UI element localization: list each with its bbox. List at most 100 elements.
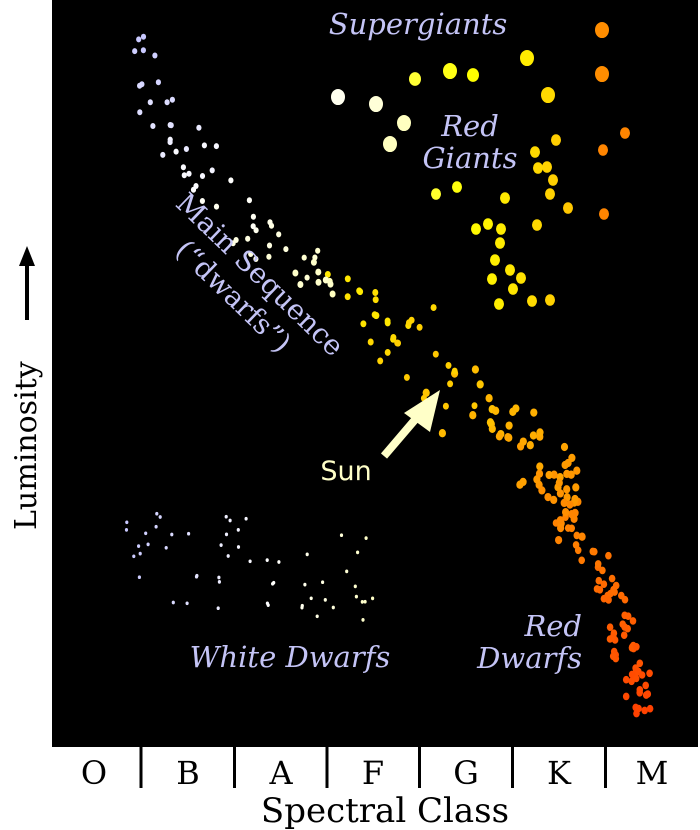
main-sequence-star — [451, 367, 458, 375]
main-sequence-star — [140, 47, 146, 54]
main-sequence-star — [471, 365, 479, 374]
main-sequence-star — [246, 197, 252, 204]
main-sequence-star — [152, 52, 158, 59]
main-sequence-star — [600, 594, 608, 603]
main-sequence-star — [228, 177, 234, 184]
stars-layer — [124, 21, 654, 718]
main-sequence-star — [605, 551, 612, 560]
red-giant-star — [487, 273, 497, 285]
main-sequence-star — [606, 623, 614, 631]
main-sequence-star — [519, 437, 527, 446]
label-red-giants-line1: Red — [440, 109, 499, 143]
main-sequence-star — [209, 167, 215, 174]
main-sequence-star — [571, 508, 579, 518]
main-sequence-star — [384, 348, 391, 356]
main-sequence-star — [536, 428, 544, 437]
supergiant-star — [541, 86, 555, 104]
main-sequence-star — [132, 48, 138, 55]
main-sequence-star — [641, 706, 648, 715]
main-sequence-star — [266, 253, 272, 260]
main-sequence-star — [469, 411, 477, 420]
main-sequence-star — [181, 172, 187, 179]
white-dwarf-star — [125, 520, 129, 525]
white-dwarf-star — [321, 580, 325, 585]
main-sequence-star — [519, 477, 527, 487]
white-dwarf-star — [364, 536, 368, 540]
main-sequence-star — [315, 247, 321, 254]
label-red-dwarfs-line1: Red — [523, 609, 582, 643]
red-giant-star — [533, 162, 543, 174]
white-dwarf-star — [353, 584, 357, 589]
main-sequence-star — [292, 269, 299, 277]
main-sequence-star — [566, 500, 574, 509]
main-sequence-star — [193, 183, 199, 189]
main-sequence-star — [253, 256, 259, 262]
main-sequence-star — [201, 142, 207, 149]
main-sequence-star — [213, 143, 219, 150]
red-giant-star — [542, 161, 552, 173]
main-sequence-star — [635, 704, 642, 713]
main-sequence-star — [646, 704, 654, 713]
supergiant-star — [409, 72, 421, 86]
main-sequence-star — [636, 659, 644, 668]
main-sequence-star — [327, 280, 334, 288]
main-sequence-star — [573, 531, 581, 540]
main-sequence-star — [622, 675, 630, 684]
red-giant-star — [495, 237, 505, 249]
white-dwarf-star — [265, 601, 269, 606]
white-dwarf-star — [158, 515, 162, 519]
main-sequence-star — [594, 560, 602, 568]
main-sequence-star — [137, 82, 143, 89]
main-sequence-star — [622, 692, 630, 701]
main-sequence-star — [196, 124, 202, 131]
main-sequence-star — [608, 574, 616, 583]
main-sequence-star — [445, 361, 452, 369]
main-sequence-star — [322, 276, 329, 284]
main-sequence-star — [442, 402, 449, 410]
main-sequence-star — [213, 203, 220, 210]
main-sequence-star — [572, 483, 580, 492]
main-sequence-star — [572, 541, 580, 549]
main-sequence-star — [556, 489, 565, 498]
spectral-class-B: B — [176, 754, 200, 792]
supergiant-star — [467, 68, 479, 82]
main-sequence-star — [384, 319, 391, 327]
main-sequence-star — [632, 674, 640, 683]
supergiant-star — [397, 114, 411, 132]
main-sequence-star — [609, 652, 617, 661]
red-giant-star — [496, 223, 506, 235]
main-sequence-star — [438, 429, 446, 438]
red-giant-star — [494, 298, 504, 310]
white-dwarf-star — [154, 524, 158, 529]
main-sequence-star — [492, 406, 500, 415]
main-sequence-star — [432, 350, 439, 358]
main-sequence-star — [644, 690, 652, 698]
luminosity-arrow — [19, 246, 35, 320]
main-sequence-star — [344, 293, 351, 301]
supergiant-star — [599, 208, 609, 220]
supergiant-star — [620, 127, 630, 139]
main-sequence-star — [573, 466, 581, 475]
spectral-class-A: A — [268, 754, 293, 792]
white-dwarf-star — [305, 552, 309, 557]
main-sequence-star — [367, 338, 374, 346]
red-giant-star — [530, 146, 540, 158]
main-sequence-star — [344, 275, 351, 283]
main-sequence-star — [283, 246, 289, 253]
red-giant-star — [516, 272, 526, 284]
supergiant-star — [369, 95, 383, 113]
main-sequence-star — [568, 524, 575, 533]
main-sequence-star — [486, 418, 494, 427]
white-dwarf-star — [146, 542, 150, 547]
main-sequence-star — [545, 470, 553, 480]
sun-label: Sun — [320, 456, 371, 487]
main-sequence-star — [167, 139, 173, 146]
main-sequence-star — [394, 339, 401, 347]
main-sequence-star — [578, 556, 585, 565]
main-sequence-star — [447, 380, 454, 388]
main-sequence-star — [560, 442, 569, 452]
main-sequence-star — [315, 278, 322, 286]
white-dwarf-star — [219, 543, 223, 547]
white-dwarf-star — [300, 605, 304, 610]
